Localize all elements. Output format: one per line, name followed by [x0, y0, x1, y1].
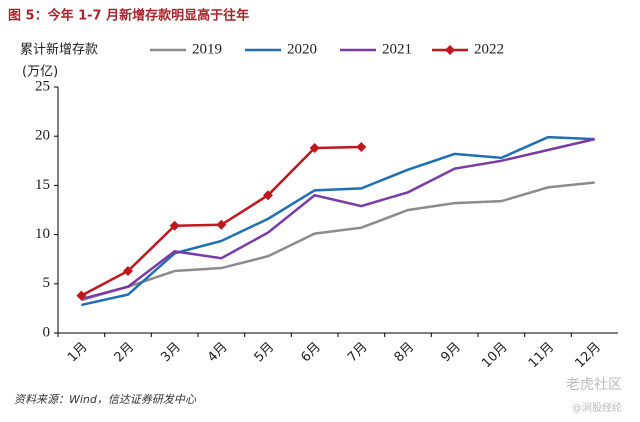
line-series	[81, 137, 595, 301]
y-tick-label: 25	[35, 78, 50, 94]
y-tick-label: 20	[35, 128, 50, 144]
watermark-author: @涧股经纶	[572, 401, 622, 414]
x-tick-label: 4月	[205, 340, 231, 366]
x-tick-label: 6月	[298, 340, 324, 366]
x-tick-label: 3月	[158, 340, 184, 366]
watermark: 老虎社区	[566, 377, 622, 393]
y-tick-label: 15	[35, 177, 50, 193]
y-tick-label: 10	[35, 226, 50, 242]
x-tick-label: 8月	[392, 340, 418, 366]
line-series	[81, 135, 595, 307]
x-tick-label: 7月	[345, 340, 371, 366]
line-series	[80, 181, 595, 302]
legend-label: 2020	[287, 41, 317, 57]
marker	[76, 290, 87, 301]
source: 资料来源：Wind，信达证券研发中心	[14, 393, 197, 406]
x-tick-label: 2月	[112, 340, 138, 366]
x-tick-label: 9月	[438, 340, 464, 366]
legend-title: 累计新增存款	[20, 42, 98, 58]
legend-label: 2021	[382, 41, 412, 57]
legend-label: 2019	[192, 41, 222, 57]
marker	[169, 220, 180, 231]
y-tick-label: 0	[43, 324, 51, 340]
x-tick-label: 11月	[526, 340, 557, 371]
marker	[216, 219, 227, 230]
x-tick-label: 10月	[479, 340, 510, 371]
marker	[263, 190, 273, 201]
y-axis-label: (万亿)	[22, 65, 58, 80]
marker	[356, 142, 367, 153]
x-tick-label: 5月	[252, 340, 278, 366]
legend-label: 2022	[474, 41, 504, 57]
marker	[123, 266, 133, 277]
y-tick-label: 5	[43, 275, 51, 291]
marker	[309, 143, 320, 154]
chart-title: 图 5：今年 1-7 月新增存款明显高于往年	[8, 8, 249, 24]
legend-marker	[445, 45, 455, 55]
x-tick-label: 12月	[572, 340, 603, 371]
x-tick-label: 1月	[65, 340, 91, 366]
